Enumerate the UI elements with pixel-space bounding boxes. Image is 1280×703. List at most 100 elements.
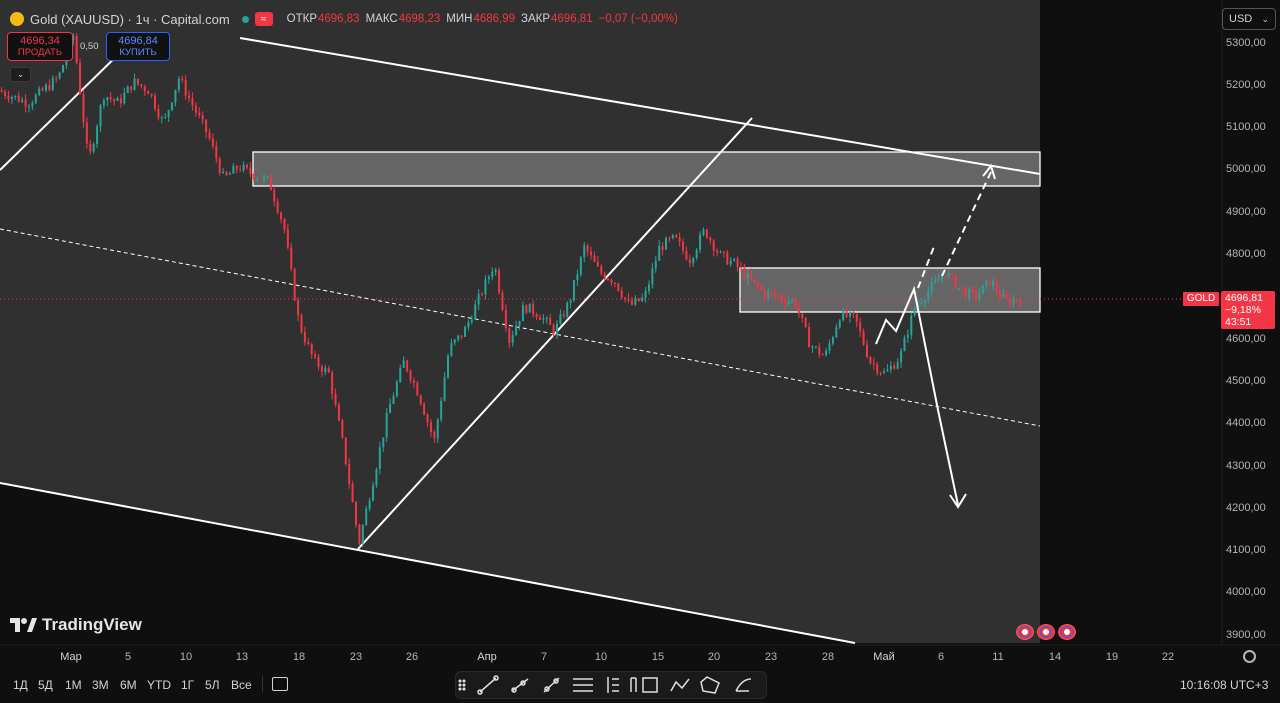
close-value: 4696,81 bbox=[551, 13, 593, 25]
candle-body bbox=[733, 258, 736, 261]
candle-body bbox=[528, 303, 531, 313]
us-flag-icon[interactable] bbox=[1016, 624, 1034, 640]
candle-body bbox=[508, 328, 511, 343]
buy-button[interactable]: 4696,84 КУПИТЬ bbox=[106, 32, 170, 61]
candle-body bbox=[126, 86, 129, 94]
candle-body bbox=[4, 91, 7, 96]
symbol-title[interactable]: Gold (XAUUSD) · 1ч · Capital.com bbox=[30, 11, 230, 27]
period-button[interactable]: YTD bbox=[147, 678, 171, 692]
economic-events[interactable] bbox=[1016, 624, 1076, 640]
brush-tool-icon[interactable] bbox=[735, 678, 752, 692]
date-axis-tick: 10 bbox=[179, 651, 193, 663]
us-flag-icon[interactable] bbox=[1037, 624, 1055, 640]
drawing-toolbar bbox=[455, 671, 767, 699]
period-button[interactable]: 1М bbox=[65, 678, 82, 692]
projection-arrowhead-down bbox=[949, 493, 967, 509]
candle-body bbox=[487, 276, 490, 280]
divider bbox=[262, 676, 263, 692]
projection-dashed-up-a bbox=[917, 243, 936, 289]
candle-body bbox=[852, 312, 855, 314]
period-button[interactable]: 5Л bbox=[205, 678, 220, 692]
candle-body bbox=[419, 395, 422, 404]
clock[interactable]: 10:16:08 UTC+3 bbox=[1180, 678, 1269, 692]
candle-body bbox=[201, 115, 204, 120]
candle-body bbox=[440, 400, 443, 420]
candle-body bbox=[484, 279, 487, 295]
parallel-channel-tool-icon[interactable] bbox=[573, 678, 593, 692]
collapse-legend-button[interactable]: ⌄ bbox=[10, 67, 31, 82]
candle-body bbox=[385, 413, 388, 438]
period-button[interactable]: 1Д bbox=[13, 678, 28, 692]
candle-body bbox=[368, 500, 371, 509]
tradingview-logo[interactable]: TradingView bbox=[10, 615, 142, 635]
high-label: МАКС bbox=[365, 13, 398, 25]
rectangle-tool-icon[interactable] bbox=[642, 677, 658, 693]
candle-body bbox=[450, 342, 453, 356]
candle-body bbox=[678, 237, 681, 242]
candle-body bbox=[283, 219, 286, 230]
candle-body bbox=[375, 469, 378, 486]
candle-body bbox=[654, 260, 657, 269]
candle-body bbox=[651, 268, 654, 285]
midline-dashed bbox=[0, 228, 1041, 427]
candle-body bbox=[130, 86, 133, 90]
candle-body bbox=[372, 485, 375, 501]
candle-body bbox=[467, 322, 470, 328]
candle-body bbox=[821, 354, 824, 356]
text-tool-icon[interactable] bbox=[630, 677, 637, 692]
info-line-tool-icon[interactable] bbox=[543, 677, 560, 693]
candle-body bbox=[995, 281, 998, 292]
candle-body bbox=[327, 368, 330, 373]
candle-body bbox=[583, 245, 586, 258]
pattern-tool-icon[interactable] bbox=[700, 676, 720, 694]
candle-body bbox=[569, 300, 572, 303]
period-button[interactable]: 5Д bbox=[38, 678, 53, 692]
price-axis-tick: 4300,00 bbox=[1226, 459, 1266, 472]
sell-button[interactable]: 4696,34 ПРОДАТЬ bbox=[7, 32, 73, 61]
candle-body bbox=[797, 307, 800, 314]
candle-body bbox=[641, 297, 644, 302]
candle-body bbox=[951, 273, 954, 276]
candle-body bbox=[96, 126, 99, 144]
period-button[interactable]: Все bbox=[231, 678, 252, 692]
candle-body bbox=[804, 318, 807, 328]
period-button[interactable]: 3М bbox=[92, 678, 109, 692]
candle-body bbox=[324, 368, 327, 373]
date-axis-tick: 23 bbox=[764, 651, 778, 663]
date-range-icon[interactable] bbox=[272, 677, 288, 691]
candle-body bbox=[205, 119, 208, 133]
candle-body bbox=[51, 78, 54, 90]
gear-icon[interactable] bbox=[1243, 650, 1256, 663]
candle-body bbox=[222, 172, 225, 174]
candle-body bbox=[985, 280, 988, 286]
period-button[interactable]: 6М bbox=[120, 678, 137, 692]
trendline-tool-icon[interactable] bbox=[477, 675, 499, 695]
currency-select[interactable]: USD ⌄ bbox=[1222, 8, 1276, 30]
candle-body bbox=[119, 98, 122, 104]
candle-body bbox=[38, 88, 41, 95]
candle-body bbox=[545, 317, 548, 319]
candle-body bbox=[99, 105, 102, 127]
drag-handle-icon[interactable] bbox=[458, 679, 466, 691]
us-flag-icon[interactable] bbox=[1058, 624, 1076, 640]
period-button[interactable]: 1Г bbox=[181, 678, 195, 692]
candle-body bbox=[586, 245, 589, 252]
candle-body bbox=[310, 343, 313, 355]
candle-body bbox=[975, 291, 978, 300]
candle-body bbox=[801, 313, 804, 319]
candle-body bbox=[334, 394, 337, 405]
candle-body bbox=[79, 62, 82, 95]
ray-tool-icon[interactable] bbox=[511, 678, 529, 693]
candle-body bbox=[753, 279, 756, 282]
candle-body bbox=[252, 173, 255, 180]
high-value: 4698,23 bbox=[398, 13, 441, 25]
polyline-tool-icon[interactable] bbox=[670, 678, 690, 692]
date-axis-tick: 15 bbox=[651, 651, 665, 663]
candle-body bbox=[774, 293, 777, 297]
date-axis-tick: 18 bbox=[292, 651, 306, 663]
candle-body bbox=[344, 437, 347, 464]
long-position-tool-icon[interactable] bbox=[607, 677, 619, 693]
candle-body bbox=[903, 337, 906, 351]
candle-body bbox=[957, 287, 960, 289]
